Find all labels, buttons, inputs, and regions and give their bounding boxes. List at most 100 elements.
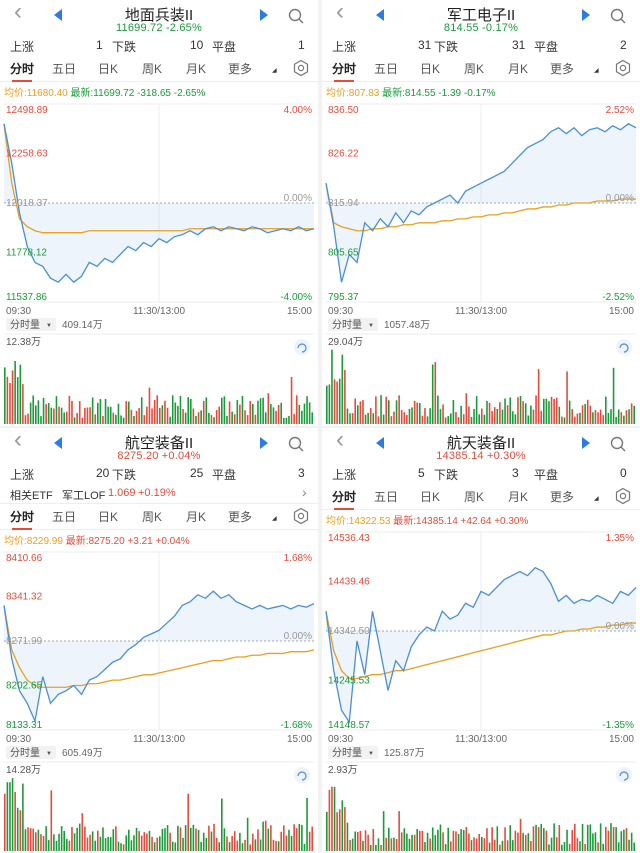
refresh-icon[interactable] [616, 767, 632, 783]
next-index-icon[interactable] [260, 9, 268, 21]
tab-2[interactable]: 日K [98, 510, 119, 524]
volume-type-selector[interactable] [328, 746, 378, 759]
volume-bar [540, 410, 543, 424]
volume-total: 1057.48万 [384, 320, 430, 331]
volume-bar [344, 807, 346, 851]
tab-4[interactable]: 月K [186, 62, 207, 76]
volume-bar [285, 417, 288, 424]
volume-bar [27, 413, 29, 424]
settings-gear-icon[interactable] [292, 59, 310, 77]
volume-bar [102, 416, 104, 424]
volume-bar [561, 844, 563, 851]
tab-0[interactable]: 分时 [10, 510, 35, 530]
tab-4[interactable]: 月K [186, 510, 207, 524]
volume-bar [496, 408, 499, 424]
next-index-icon[interactable] [582, 9, 590, 21]
volume-bar [457, 833, 460, 851]
price-line [3, 123, 315, 284]
more-caret-icon: ◢ [272, 68, 277, 74]
tab-3[interactable]: 周K [142, 510, 163, 524]
tab-1[interactable]: 五日 [374, 62, 399, 76]
back-arrow-icon[interactable]: ‹ [14, 428, 22, 453]
volume-bar [426, 832, 429, 851]
y-axis-label: 8410.66 [6, 553, 43, 564]
volume-type-selector[interactable] [6, 318, 56, 331]
volume-bar [553, 398, 555, 424]
volume-bar [530, 405, 532, 424]
volume-bar [385, 837, 388, 851]
volume-bar [597, 842, 599, 851]
volume-bar [509, 825, 512, 851]
related-etf-row[interactable]: 相关ETF 军工LOF 1.069 +0.19% › [0, 484, 318, 504]
prev-index-icon[interactable] [54, 9, 62, 21]
volume-bar [416, 402, 419, 424]
tab-3[interactable]: 周K [142, 62, 163, 76]
volume-bar [37, 829, 40, 851]
back-arrow-icon[interactable]: ‹ [14, 0, 22, 25]
up-label: 上涨 [10, 40, 35, 54]
settings-gear-icon[interactable] [614, 59, 632, 77]
tab-2[interactable]: 日K [420, 490, 441, 504]
refresh-icon-glyph [619, 343, 629, 353]
volume-bar [97, 830, 99, 851]
tab-5[interactable]: 更多 [550, 62, 575, 76]
chevron-right-icon[interactable]: › [302, 484, 307, 500]
price-area [4, 123, 314, 283]
volume-bar [27, 827, 29, 851]
volume-bar [382, 414, 385, 424]
volume-bar [45, 826, 47, 851]
settings-gear-icon[interactable] [614, 487, 632, 505]
tab-4[interactable]: 月K [508, 62, 529, 76]
refresh-icon[interactable] [294, 339, 310, 355]
volume-bar [94, 840, 97, 851]
volume-type-selector[interactable] [6, 746, 56, 759]
prev-index-icon[interactable] [376, 9, 384, 21]
volume-bar [24, 829, 27, 851]
volume-bar [213, 417, 215, 424]
volume-bar [257, 829, 259, 851]
prev-index-icon[interactable] [376, 437, 384, 449]
tab-4[interactable]: 月K [508, 490, 529, 504]
refresh-icon[interactable] [616, 339, 632, 355]
volume-bar [115, 826, 117, 851]
tab-1[interactable]: 五日 [374, 490, 399, 504]
tab-2[interactable]: 日K [420, 62, 441, 76]
volume-bar [197, 829, 200, 851]
search-icon[interactable] [610, 436, 626, 452]
tab-5[interactable]: 更多 [228, 510, 253, 524]
volume-bar [40, 416, 42, 424]
search-icon[interactable] [288, 436, 304, 452]
volume-bar [148, 387, 151, 424]
refresh-icon[interactable] [294, 767, 310, 783]
back-arrow-icon[interactable]: ‹ [336, 428, 344, 453]
next-index-icon[interactable] [582, 437, 590, 449]
volume-bar [267, 393, 270, 424]
search-icon[interactable] [288, 8, 304, 24]
settings-gear-icon[interactable] [292, 507, 310, 525]
volume-bar [576, 838, 579, 851]
tab-3[interactable]: 周K [464, 62, 485, 76]
next-index-icon[interactable] [260, 437, 268, 449]
tab-0[interactable]: 分时 [332, 62, 357, 82]
search-icon[interactable] [610, 8, 626, 24]
price-area [326, 123, 636, 283]
volume-bar [589, 824, 592, 851]
volume-bar [612, 826, 615, 851]
prev-index-icon[interactable] [54, 437, 62, 449]
volume-bar [231, 836, 233, 851]
more-caret-icon: ◢ [272, 516, 277, 522]
tab-3[interactable]: 周K [464, 490, 485, 504]
volume-type-selector[interactable] [328, 318, 378, 331]
tab-1[interactable]: 五日 [52, 510, 77, 524]
back-arrow-icon[interactable]: ‹ [336, 0, 344, 25]
tab-5[interactable]: 更多 [228, 62, 253, 76]
price-line [325, 123, 637, 283]
volume-bar [215, 838, 218, 851]
tab-2[interactable]: 日K [98, 62, 119, 76]
tab-1[interactable]: 五日 [52, 62, 77, 76]
tab-0[interactable]: 分时 [10, 62, 35, 82]
tab-5[interactable]: 更多 [550, 490, 575, 504]
etf-price: 1.069 [108, 487, 136, 499]
tab-0[interactable]: 分时 [332, 490, 357, 510]
volume-bar [403, 828, 406, 851]
